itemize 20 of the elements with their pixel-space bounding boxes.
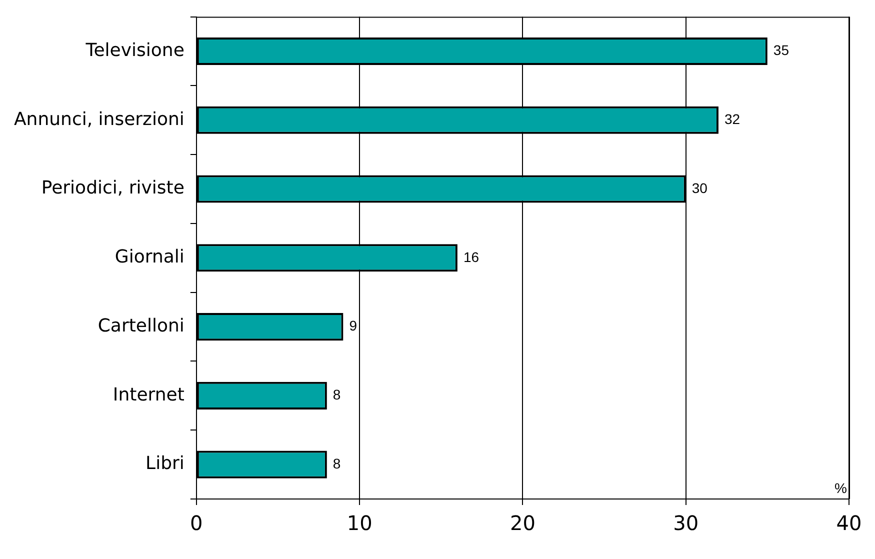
data-label: 30: [692, 180, 708, 196]
data-label: 16: [463, 248, 480, 265]
y-tick-label: Annunci, inserzioni: [14, 108, 184, 130]
x-tick-label: 40: [836, 511, 862, 536]
y-tick-label: Televisione: [84, 40, 184, 61]
data-label: 35: [773, 42, 790, 58]
x-axis-title: %: [834, 480, 847, 496]
x-tick-label: 0: [190, 511, 203, 536]
y-tick-label: Libri: [146, 453, 184, 474]
y-tick-label: Cartelloni: [98, 315, 184, 336]
data-label: 32: [724, 110, 740, 127]
y-tick-label: Internet: [112, 384, 184, 406]
x-tick-label: 20: [510, 511, 536, 536]
data-label: 8: [332, 386, 341, 403]
y-tick-label: Giornali: [114, 246, 184, 268]
x-tick-label: 30: [673, 511, 699, 536]
data-label: 8: [332, 455, 341, 472]
data-label: 9: [349, 318, 358, 334]
x-tick-label: 10: [346, 511, 372, 536]
y-tick-label: Periodici, riviste: [41, 178, 184, 199]
